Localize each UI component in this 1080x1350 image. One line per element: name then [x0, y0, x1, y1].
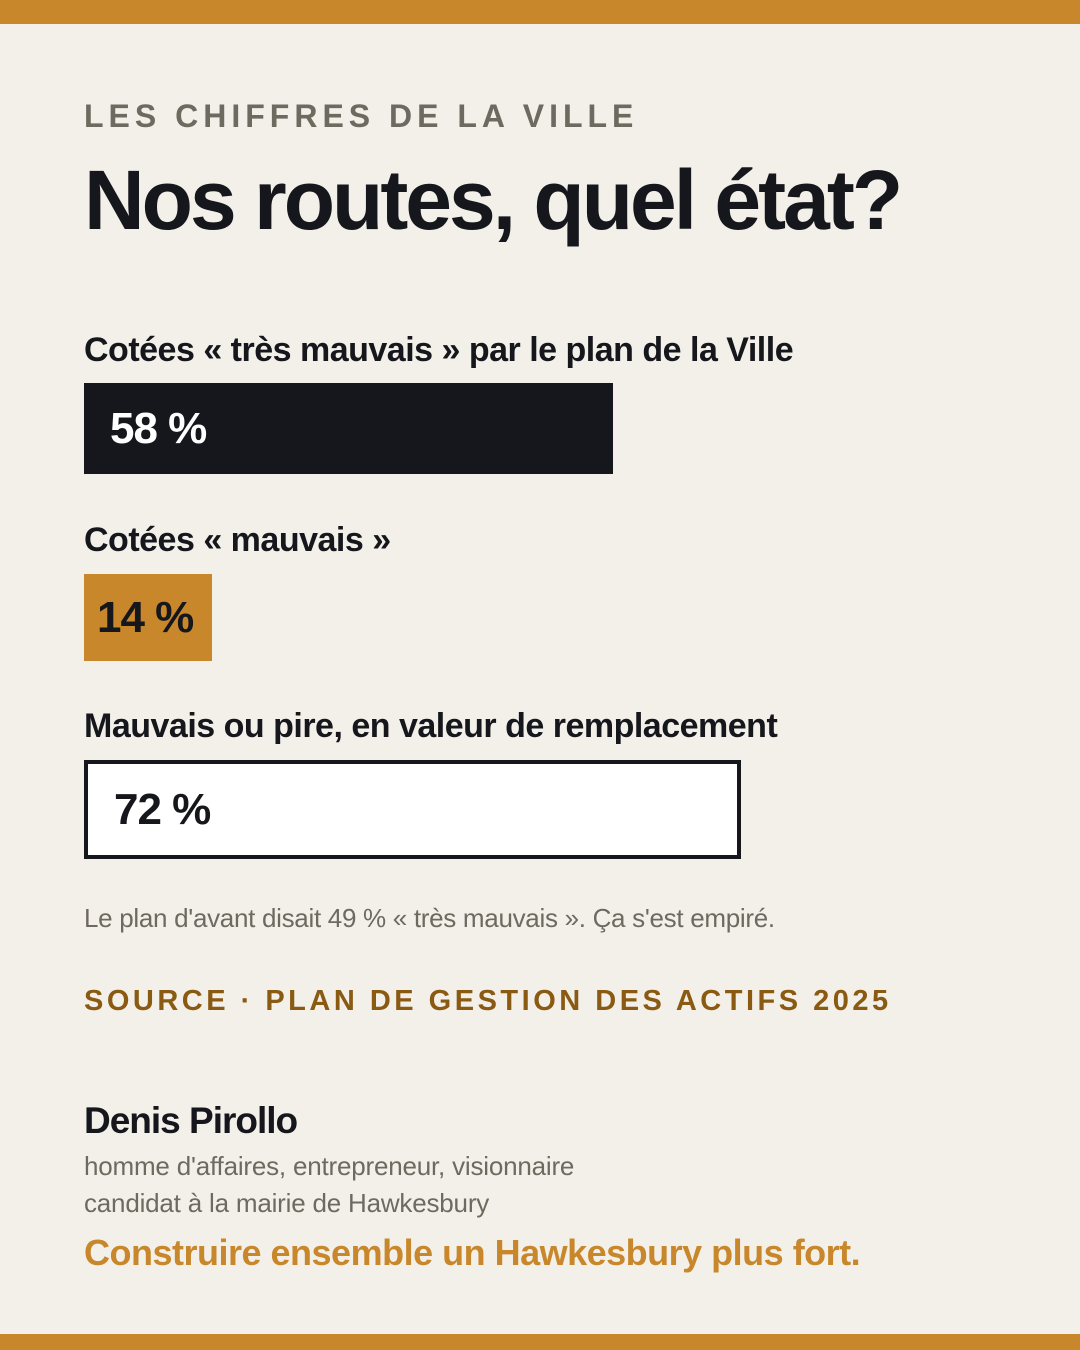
candidate-role-line-2: candidat à la mairie de Hawkesbury: [84, 1188, 490, 1218]
stat-bar-very-poor: 58 %: [84, 383, 613, 474]
footnote: Le plan d'avant disait 49 % « très mauva…: [84, 903, 775, 933]
campaign-slogan: Construire ensemble un Hawkesbury plus f…: [84, 1232, 861, 1273]
candidate-name: Denis Pirollo: [84, 1100, 298, 1141]
stat-label-very-poor: Cotées « très mauvais » par le plan de l…: [84, 331, 794, 369]
stat-label-poor: Cotées « mauvais »: [84, 521, 391, 559]
stat-value-replacement-value: 72 %: [114, 784, 211, 834]
top-accent-band: [0, 0, 1080, 24]
stat-bar-replacement-value: 72 %: [84, 760, 741, 859]
candidate-role-line-1: homme d'affaires, entrepreneur, visionna…: [84, 1151, 575, 1181]
stat-value-very-poor: 58 %: [110, 403, 207, 453]
stat-label-replacement-value: Mauvais ou pire, en valeur de remplaceme…: [84, 707, 778, 745]
stat-bar-poor: 14 %: [84, 574, 212, 661]
stat-value-poor: 14 %: [97, 592, 194, 642]
section-kicker: LES CHIFFRES DE LA VILLE: [84, 98, 639, 134]
page-title: Nos routes, quel état?: [84, 153, 903, 247]
source-line: SOURCE · PLAN DE GESTION DES ACTIFS 2025: [84, 985, 892, 1017]
bottom-accent-band: [0, 1334, 1080, 1350]
